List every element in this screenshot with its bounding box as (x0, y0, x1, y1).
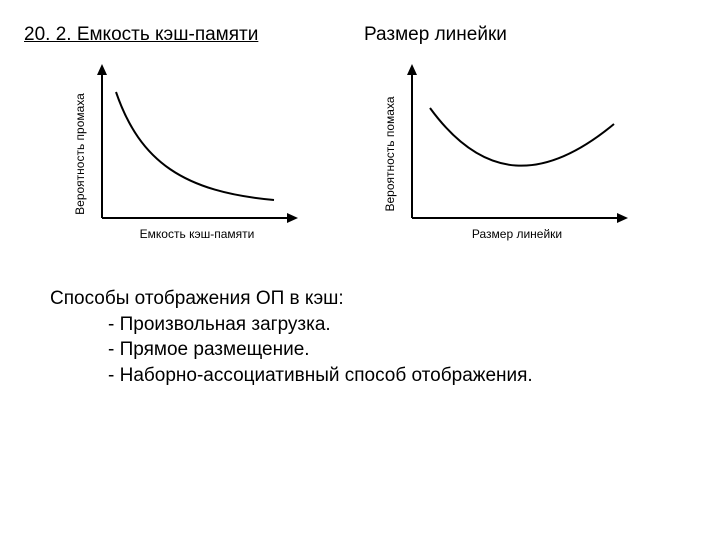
chart-cache-capacity: Вероятность промаха Емкость кэш-памяти (64, 52, 304, 252)
body-item-2: - Прямое размещение. (50, 337, 696, 363)
body-text: Способы отображения ОП в кэш: - Произвол… (24, 286, 696, 389)
svg-text:Емкость кэш-памяти: Емкость кэш-памяти (140, 227, 255, 241)
section-heading: 20. 2. Емкость кэш-памяти (24, 20, 364, 46)
svg-text:Размер линейки: Размер линейки (472, 227, 562, 241)
body-item-3: - Наборно-ассоциативный способ отображен… (50, 363, 696, 389)
svg-text:Вероятность помаха: Вероятность помаха (383, 96, 397, 211)
body-intro: Способы отображения ОП в кэш: (50, 286, 696, 312)
body-item-1: - Произвольная загрузка. (50, 312, 696, 338)
heading-right: Размер линейки (364, 20, 507, 46)
svg-text:Вероятность промаха: Вероятность промаха (73, 93, 87, 215)
chart-line-size: Вероятность помаха Размер линейки (374, 52, 634, 252)
